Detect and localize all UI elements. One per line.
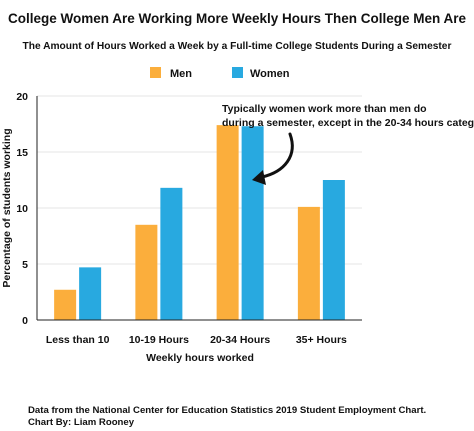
x-tick-label: 35+ Hours bbox=[296, 334, 347, 346]
source-line: Data from the National Center for Educat… bbox=[28, 405, 426, 416]
annotation-line-2: during a semester, except in the 20-34 h… bbox=[222, 117, 474, 129]
chart-title: College Women Are Working More Weekly Ho… bbox=[8, 11, 467, 26]
x-axis-label: Weekly hours worked bbox=[146, 352, 254, 364]
bar-women-1 bbox=[160, 187, 183, 320]
y-tick-label: 10 bbox=[16, 203, 28, 215]
y-tick-label: 15 bbox=[16, 147, 28, 159]
x-tick-label: Less than 10 bbox=[46, 334, 110, 346]
credit-line: Chart By: Liam Rooney bbox=[28, 417, 135, 428]
y-axis-ticks: 0 5 10 15 20 bbox=[16, 91, 28, 327]
x-tick-label: 10-19 Hours bbox=[129, 334, 189, 346]
bar-men-0 bbox=[54, 289, 77, 320]
annotation-line-1: Typically women work more than men do bbox=[222, 103, 427, 115]
annotation-arrow-head bbox=[252, 170, 266, 185]
bars bbox=[54, 125, 345, 321]
bar-men-1 bbox=[135, 224, 158, 320]
x-axis-ticks: Less than 10 10-19 Hours 20-34 Hours 35+ Ho… bbox=[46, 334, 347, 346]
annotation: Typically women work more than men do du… bbox=[222, 103, 474, 185]
y-axis-label: Percentage of students working bbox=[1, 128, 13, 287]
legend-label-women: Women bbox=[250, 68, 290, 80]
legend-swatch-women bbox=[232, 67, 243, 78]
bar-men-3 bbox=[297, 206, 320, 320]
annotation-arrow-shaft bbox=[260, 132, 294, 179]
chart-subtitle: The Amount of Hours Worked a Week by a F… bbox=[23, 41, 452, 52]
legend-label-men: Men bbox=[170, 68, 192, 80]
y-tick-label: 5 bbox=[22, 259, 28, 271]
legend-swatch-men bbox=[150, 67, 161, 78]
bar-women-3 bbox=[322, 180, 345, 320]
x-tick-label: 20-34 Hours bbox=[210, 334, 270, 346]
legend: Men Women bbox=[150, 67, 290, 80]
bar-women-0 bbox=[79, 267, 102, 320]
bar-men-2 bbox=[216, 125, 239, 321]
bar-women-2 bbox=[241, 126, 264, 321]
y-tick-label: 20 bbox=[16, 91, 28, 103]
y-tick-label: 0 bbox=[22, 315, 28, 327]
